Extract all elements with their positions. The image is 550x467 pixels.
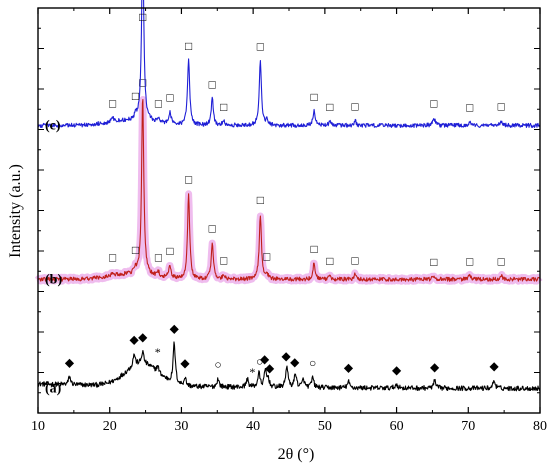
peak-marker: ◆	[180, 356, 190, 370]
peak-marker: □	[185, 173, 192, 187]
peak-marker: □	[109, 97, 116, 111]
x-tick-label: 70	[461, 419, 475, 434]
plot-area: (a)◆◆ ◆*◆◆ ○*○◆◆◆ ◆ ○ ◆ ◆ ◆ ◆(b)□□□□ □□□□□□□□ □ □ □ □…	[34, 0, 543, 397]
peak-marker: □	[351, 100, 358, 114]
peak-marker: □	[326, 100, 333, 114]
peak-marker: ◆	[392, 363, 402, 377]
peak-marker: □	[109, 250, 116, 264]
peak-marker: □	[498, 100, 505, 114]
series-line-1	[37, 98, 541, 282]
peak-marker: □	[310, 90, 317, 104]
peak-marker: □	[430, 96, 437, 110]
x-tick-label: 10	[31, 419, 45, 434]
y-axis-label: Intensity (a.u.)	[7, 164, 24, 258]
peak-marker: ◆	[129, 333, 139, 347]
peak-marker: □	[326, 254, 333, 268]
peak-marker: ◆	[260, 352, 270, 366]
x-tick-label: 80	[533, 419, 547, 434]
peak-marker: ◆	[430, 360, 440, 374]
peak-marker: ○	[214, 358, 221, 372]
axes: 10 20 30 40 50 60 70 80	[31, 7, 547, 434]
peak-marker: □	[132, 89, 139, 103]
series-label: (b)	[45, 272, 62, 287]
peak-marker: □	[220, 254, 227, 268]
peak-marker: □	[263, 250, 270, 264]
peak-marker: ◆	[65, 356, 75, 370]
x-tick-label: 40	[246, 419, 260, 434]
peak-marker: *	[249, 365, 255, 379]
peak-marker: *	[155, 345, 161, 359]
peak-marker: □	[209, 78, 216, 92]
peak-marker: ◆	[489, 359, 499, 373]
peak-marker: ◆	[265, 361, 275, 375]
peak-marker: □	[310, 242, 317, 256]
peak-marker: □	[166, 244, 173, 258]
peak-marker: □	[220, 100, 227, 114]
x-tick-label: 20	[103, 419, 117, 434]
peak-marker: □	[351, 253, 358, 267]
x-tick-label: 50	[318, 419, 332, 434]
peak-marker: ◆	[282, 349, 292, 363]
peak-marker: ○	[256, 354, 263, 368]
peak-marker: □	[185, 39, 192, 53]
series-label: (c)	[45, 118, 61, 133]
peak-marker: □	[466, 100, 473, 114]
peak-marker: □	[155, 250, 162, 264]
peak-marker: □	[257, 193, 264, 207]
peak-marker: □	[209, 221, 216, 235]
x-tick-label: 30	[174, 419, 188, 434]
peak-marker: □	[498, 254, 505, 268]
peak-marker: □	[155, 97, 162, 111]
peak-marker: ◆	[290, 355, 300, 369]
series-label: (a)	[45, 382, 62, 397]
peak-marker: □	[132, 243, 139, 257]
peak-marker: ○	[309, 356, 316, 370]
peak-marker: ◆	[138, 330, 148, 344]
peak-marker: □	[139, 10, 146, 24]
peak-marker: ◆	[170, 322, 180, 336]
series-line-2	[37, 0, 541, 128]
x-tick-label: 60	[390, 419, 404, 434]
peak-marker: □	[257, 39, 264, 53]
x-axis-label: 2θ (°)	[278, 446, 315, 463]
peak-marker: □	[139, 76, 146, 90]
peak-marker: □	[430, 255, 437, 269]
series-line-0	[37, 341, 541, 392]
peak-marker: □	[166, 90, 173, 104]
peak-marker: □	[466, 254, 473, 268]
peak-marker: ◆	[344, 361, 354, 375]
